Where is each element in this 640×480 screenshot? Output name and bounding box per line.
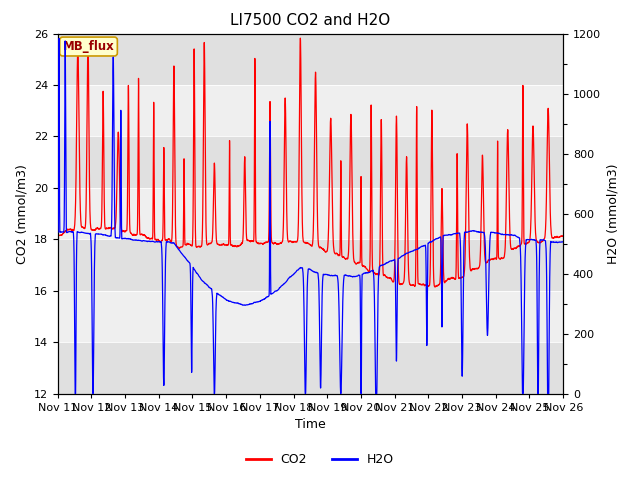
Text: MB_flux: MB_flux [63,40,115,53]
Y-axis label: CO2 (mmol/m3): CO2 (mmol/m3) [15,164,28,264]
Bar [58,136,563,188]
Title: LI7500 CO2 and H2O: LI7500 CO2 and H2O [230,13,390,28]
X-axis label: Time: Time [295,418,326,431]
Bar [58,240,563,291]
Bar [58,34,563,85]
Y-axis label: H2O (mmol/m3): H2O (mmol/m3) [607,163,620,264]
Legend: CO2, H2O: CO2, H2O [241,448,399,471]
Bar [58,188,563,240]
Bar [58,342,563,394]
Bar [58,85,563,136]
Bar [58,291,563,342]
